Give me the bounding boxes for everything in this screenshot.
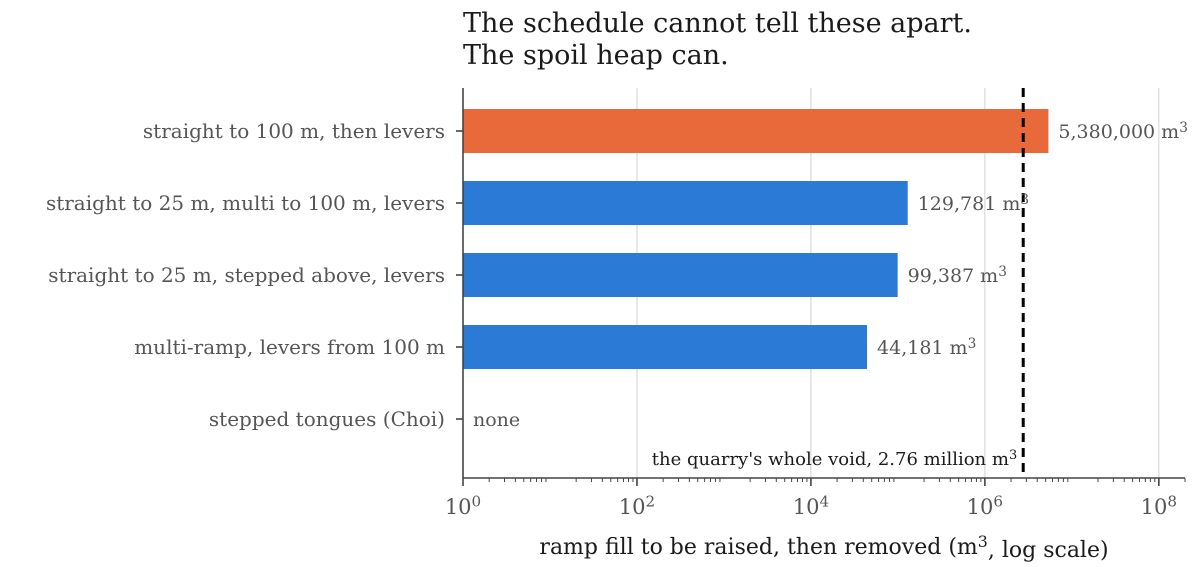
value-label: 99,387 m3​ [908,264,1007,287]
bar [463,325,868,369]
category-label: stepped tongues (Choi) [209,407,445,431]
reference-line-label: the quarry's whole void, 2.76 million m3… [652,448,1017,470]
bar [463,253,898,297]
value-label: 44,181 m3​ [877,336,976,359]
x-tick-label: 106​ [967,492,1003,519]
value-label: 129,781 m3​ [918,192,1029,215]
bar [463,181,908,225]
bar [463,109,1049,153]
x-tick-labels: 100​ 102​ 104​ 106​ 108​ [445,492,1177,519]
axes [456,88,1186,486]
value-labels: 5,380,000 m3​ 129,781 m3​ 99,387 m3​ 44,181… [473,120,1188,431]
x-tick-label: 104​ [793,492,829,519]
x-tick-label: 102​ [619,492,655,519]
value-label: 5,380,000 m3​ [1058,120,1187,143]
category-label: straight to 25 m, multi to 100 m, levers [46,191,445,215]
category-label: straight to 25 m, stepped above, levers [48,263,445,287]
x-axis-label-text: ramp fill to be raised, then removed (m3… [539,532,1108,563]
x-axis-label: ramp fill to be raised, then removed (m3… [539,532,1108,563]
bars [463,109,1049,369]
category-label: multi-ramp, levers from 100 m [134,335,445,359]
title-line: The schedule cannot tell these apart. [463,8,972,39]
category-label: straight to 100 m, then levers [143,119,445,143]
x-tick-label: 100​ [445,492,481,519]
chart-title: The schedule cannot tell these apart.The… [463,8,972,71]
x-tick-label: 108​ [1141,492,1177,519]
category-labels: straight to 100 m, then levers straight t… [46,119,445,431]
title-line: The spoil heap can. [463,40,729,71]
reference-line-group: the quarry's whole void, 2.76 million m3… [652,88,1025,478]
value-label: none [473,409,520,431]
